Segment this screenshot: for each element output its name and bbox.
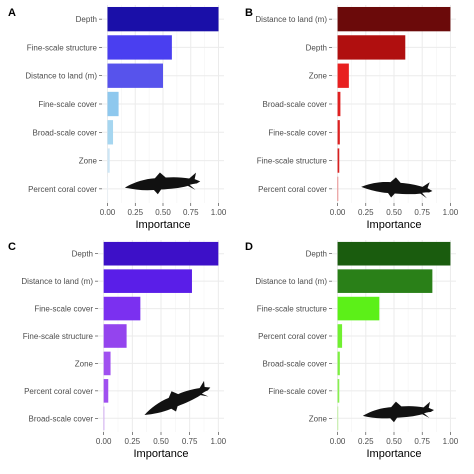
tick-label-x: 0.00: [96, 437, 112, 446]
tick-label-x: 0.50: [386, 208, 402, 217]
category-label: Fine-scale structure: [257, 305, 328, 314]
category-label: Fine-scale cover: [268, 128, 327, 137]
bar: [337, 6, 451, 32]
bar: [103, 296, 141, 321]
tick-label-x: 0.75: [414, 437, 430, 446]
bar: [337, 379, 340, 403]
category-label: Fine-scale structure: [23, 332, 94, 341]
tick-label-x: 0.50: [153, 437, 169, 446]
shark-silhouette-icon: [144, 380, 211, 416]
bar: [337, 176, 339, 202]
bar: [337, 120, 340, 145]
category-label: Fine-scale cover: [268, 387, 327, 396]
tick-label-x: 0.25: [358, 208, 374, 217]
category-label: Depth: [76, 15, 97, 24]
category-label: Zone: [309, 414, 328, 423]
category-label: Depth: [306, 250, 327, 259]
panel-d: Depth Distance to land (m) Fine-scale stru…: [245, 240, 459, 460]
tick-label-x: 0.00: [330, 208, 346, 217]
bar: [103, 406, 105, 431]
category-label: Fine-scale structure: [257, 157, 328, 166]
bar: [337, 324, 343, 348]
panel-letter: C: [8, 241, 16, 253]
bar: [107, 6, 219, 32]
category-label: Broad-scale cover: [33, 128, 98, 137]
category-label: Zone: [75, 359, 94, 368]
bar: [337, 296, 380, 321]
bar: [107, 148, 110, 173]
category-label: Broad-scale cover: [263, 359, 328, 368]
tick-label-x: 1.00: [443, 208, 459, 217]
bar: [107, 63, 163, 88]
bar: [107, 35, 172, 60]
category-label: Fine-scale cover: [34, 305, 93, 314]
tick-label-x: 0.00: [330, 437, 346, 446]
tick-label-x: 0.75: [414, 208, 430, 217]
category-label: Percent coral cover: [28, 185, 97, 194]
category-label: Distance to land (m): [255, 15, 327, 24]
tick-label-x: 0.00: [100, 208, 116, 217]
tick-label-x: 0.25: [127, 208, 143, 217]
category-label: Depth: [306, 43, 327, 52]
bar: [337, 91, 341, 117]
shark-silhouette-icon: [124, 172, 201, 195]
tick-label-x: 0.25: [358, 437, 374, 446]
category-label: Depth: [72, 250, 93, 259]
bar: [337, 241, 451, 266]
panel-b: Distance to land (m) Depth Zone Broad-scale…: [245, 5, 459, 231]
category-label: Percent coral cover: [24, 387, 93, 396]
x-axis-label: Importance: [366, 448, 421, 460]
bar: [337, 35, 406, 60]
bar: [337, 63, 349, 88]
category-label: Broad-scale cover: [29, 414, 94, 423]
tick-label-x: 0.75: [182, 437, 198, 446]
bar: [103, 351, 111, 376]
x-axis-label: Importance: [366, 219, 421, 231]
shark-silhouette-icon: [361, 177, 433, 199]
category-label: Zone: [79, 157, 98, 166]
tick-label-x: 1.00: [211, 208, 227, 217]
x-axis-label: Importance: [133, 448, 188, 460]
category-label: Percent coral cover: [258, 185, 327, 194]
category-label: Zone: [309, 72, 328, 81]
bar: [337, 351, 340, 376]
category-label: Distance to land (m): [25, 72, 97, 81]
panel-letter: A: [8, 7, 16, 19]
tick-label-x: 0.50: [155, 208, 171, 217]
panel-letter: B: [245, 7, 253, 19]
category-label: Percent coral cover: [258, 332, 327, 341]
category-label: Fine-scale structure: [27, 43, 98, 52]
category-label: Distance to land (m): [255, 277, 327, 286]
category-label: Broad-scale cover: [263, 100, 328, 109]
bar: [337, 269, 433, 293]
category-label: Distance to land (m): [21, 277, 93, 286]
bar: [337, 148, 340, 173]
bar: [103, 241, 219, 266]
category-label: Fine-scale cover: [38, 100, 97, 109]
panel-a: Depth Fine-scale structure Distance to lan…: [8, 5, 227, 231]
shark-silhouette-icon: [362, 401, 434, 423]
panel-c: Depth Distance to land (m) Fine-scale cove…: [8, 240, 227, 460]
bar: [107, 176, 109, 202]
bar: [107, 91, 119, 117]
bar: [107, 120, 114, 145]
bar: [103, 379, 109, 403]
tick-label-x: 0.75: [183, 208, 199, 217]
bar: [103, 269, 192, 293]
bar: [103, 324, 127, 348]
tick-label-x: 1.00: [443, 437, 459, 446]
panel-letter: D: [245, 241, 253, 253]
bar: [337, 406, 339, 431]
tick-label-x: 1.00: [211, 437, 227, 446]
tick-label-x: 0.25: [125, 437, 141, 446]
tick-label-x: 0.50: [386, 437, 402, 446]
x-axis-label: Importance: [135, 219, 190, 231]
